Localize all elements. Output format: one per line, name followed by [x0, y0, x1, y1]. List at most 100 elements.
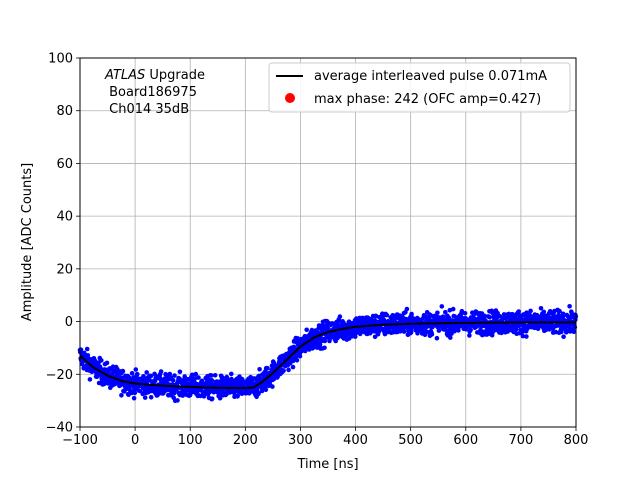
scatter-point: [263, 387, 269, 393]
scatter-point: [440, 314, 446, 320]
legend-box: [268, 62, 571, 113]
x-tick-label: 300: [288, 433, 313, 448]
y-tick-label: 20: [56, 262, 73, 277]
scatter-point: [322, 338, 328, 344]
y-tick-label: 0: [65, 315, 73, 330]
plot-frame: [79, 57, 577, 428]
y-tick-label: 100: [48, 52, 73, 67]
x-axis-label: Time [ns]: [296, 457, 358, 472]
scatter-point: [144, 370, 149, 375]
scatter-point: [541, 309, 547, 315]
x-tick-label: 700: [508, 433, 533, 448]
scatter-point: [175, 398, 180, 403]
scatter-point: [408, 329, 414, 335]
y-tick-label: −40: [46, 421, 73, 436]
scatter-point: [290, 364, 296, 370]
scatter-point: [567, 304, 572, 309]
scatter-point: [436, 328, 442, 333]
legend: average interleaved pulse 0.071mA max ph…: [268, 62, 571, 113]
scatter-point: [148, 395, 154, 400]
scatter-point: [516, 309, 521, 314]
scatter-point: [527, 312, 532, 318]
scatter-point: [487, 315, 493, 320]
scatter-point: [235, 393, 240, 399]
x-tick-label: 100: [178, 433, 203, 448]
scatter-point: [390, 313, 396, 318]
scatter-point: [148, 373, 154, 379]
upgrade-label: Upgrade: [145, 68, 205, 83]
scatter-point: [170, 378, 176, 383]
scatter-point: [513, 327, 519, 332]
scatter-point: [137, 388, 143, 394]
scatter-point: [286, 367, 291, 373]
scatter-point: [85, 353, 91, 358]
scatter-point: [212, 373, 218, 378]
scatter-point: [468, 327, 473, 333]
scatter-point: [119, 393, 124, 398]
scatter-point: [439, 304, 445, 309]
scatter-point: [462, 311, 468, 316]
scatter-point: [209, 373, 214, 378]
y-axis-label: Amplitude [ADC Counts]: [20, 163, 35, 321]
scatter-point: [209, 396, 215, 402]
scatter-point: [353, 334, 358, 339]
y-tick-label: 60: [56, 157, 73, 172]
annotation-line-3: Ch014 35dB: [105, 102, 189, 117]
x-tick-label: 200: [233, 433, 258, 448]
scatter-point: [257, 367, 262, 372]
scatter-point: [135, 371, 140, 377]
scatter-point: [265, 365, 270, 371]
scatter-point: [337, 314, 343, 319]
annotation-box: ATLAS Upgrade Board186975 Ch014 35dB: [104, 68, 205, 117]
scatter-point: [115, 366, 120, 372]
scatter-point: [120, 368, 126, 374]
legend-marker-swatch: [285, 93, 295, 103]
x-tick-label: 0: [131, 433, 139, 448]
scatter-point: [270, 384, 275, 389]
scatter-point: [229, 376, 234, 382]
scatter-point: [443, 309, 448, 315]
scatter-point: [182, 374, 187, 379]
x-tick-label: 600: [453, 433, 478, 448]
scatter-point: [229, 371, 234, 377]
scatter-point: [347, 336, 352, 341]
y-tick-label: −20: [46, 368, 73, 383]
scatter-point: [167, 371, 173, 377]
x-tick-label: 500: [398, 433, 423, 448]
scatter-point: [401, 329, 407, 334]
scatter-point: [535, 326, 541, 332]
scatter-point: [104, 360, 110, 366]
scatter-point: [190, 372, 195, 378]
scatter-point: [404, 306, 410, 312]
scatter-point: [568, 315, 573, 320]
average-pulse-line: [79, 321, 576, 389]
x-tick-label: −100: [62, 433, 98, 448]
scatter-point: [448, 335, 453, 340]
scatter-point: [99, 358, 104, 363]
scatter-point: [482, 313, 487, 319]
annotation-line-1: ATLAS Upgrade: [104, 68, 205, 83]
scatter-point: [281, 368, 286, 373]
y-tick-label: 80: [56, 104, 73, 119]
scatter-point: [409, 311, 414, 317]
scatter-point: [196, 375, 201, 380]
scatter-point: [294, 358, 300, 363]
scatter-point: [560, 311, 566, 317]
scatter-point: [450, 306, 456, 312]
scatter-point: [336, 318, 342, 324]
scatter-point: [84, 346, 90, 352]
scatter-point: [220, 375, 225, 380]
scatter-point: [224, 374, 230, 380]
scatter-point: [256, 391, 261, 396]
scatter-point: [142, 395, 148, 400]
scatter-point: [132, 390, 138, 396]
scatter-point: [528, 308, 533, 314]
axis-ticks: −100 0 100 200 300 400 500 600 700 800 −40 −20 0 20 40…: [46, 52, 589, 449]
scatter-point: [322, 345, 327, 351]
x-tick-label: 400: [343, 433, 368, 448]
scatter-point: [129, 371, 135, 376]
scatter-point: [571, 329, 577, 335]
scatter-point: [209, 378, 215, 383]
scatter-point: [133, 367, 139, 372]
